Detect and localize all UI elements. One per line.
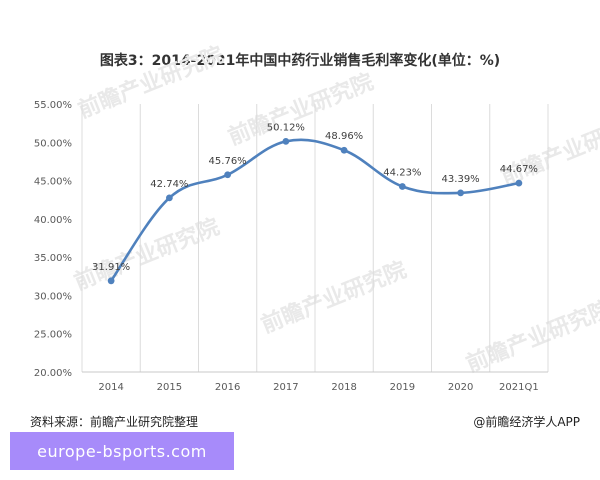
watermark-4: 前瞻产业研究院 — [258, 257, 411, 339]
y-axis: 20.00% 25.00% 30.00% 35.00% 40.00% 45.00% 50.0… — [34, 100, 72, 379]
x-tick-label: 2018 — [331, 382, 356, 393]
data-label: 50.12% — [267, 122, 305, 133]
y-tick-label: 55.00% — [34, 100, 72, 111]
data-point — [457, 189, 465, 197]
data-point — [398, 183, 406, 190]
data-label: 44.67% — [500, 164, 538, 175]
y-tick-label: 20.00% — [34, 368, 72, 379]
x-tick-label: 2014 — [98, 382, 123, 393]
x-tick-label: 2021Q1 — [499, 382, 539, 393]
data-label: 42.74% — [150, 179, 188, 190]
y-tick-label: 35.00% — [34, 253, 72, 264]
watermark-5: 前瞻产业研究院 — [463, 296, 600, 378]
data-point — [340, 146, 348, 154]
x-tick-label: 2020 — [448, 382, 473, 393]
data-point — [224, 171, 232, 179]
data-label: 31.91% — [92, 262, 130, 273]
source-note: 资料来源：前瞻产业研究院整理 — [30, 415, 199, 429]
banner-text: europe-bsports.com — [37, 441, 207, 461]
data-point — [107, 277, 115, 285]
watermark-2: 前瞻产业研究院 — [498, 109, 600, 191]
x-tick-label: 2019 — [390, 382, 415, 393]
data-label: 45.76% — [209, 156, 247, 167]
y-tick-label: 45.00% — [34, 177, 72, 188]
chart-grid — [81, 104, 549, 373]
x-tick-label: 2016 — [215, 382, 240, 393]
y-tick-label: 25.00% — [34, 330, 72, 341]
x-tick-label: 2015 — [157, 382, 182, 393]
y-tick-label: 50.00% — [34, 138, 72, 149]
y-tick-label: 40.00% — [34, 215, 72, 226]
data-point — [282, 137, 290, 145]
x-tick-label: 2017 — [273, 382, 298, 393]
y-tick-label: 30.00% — [34, 291, 72, 302]
data-label: 43.39% — [442, 174, 480, 185]
data-point — [165, 194, 173, 202]
data-label: 44.23% — [383, 167, 421, 178]
data-label: 48.96% — [325, 131, 363, 142]
x-axis: 2014 2015 2016 2017 2018 2019 2020 2021Q1 — [98, 382, 538, 393]
site-banner[interactable]: europe-bsports.com — [10, 432, 234, 470]
chart-series — [107, 137, 523, 285]
data-labels: 31.91% 42.74% 45.76% 50.12% 48.96% 44.23% 43.3… — [92, 122, 538, 272]
data-point — [515, 179, 523, 187]
chart-title: 图表3：2014-2021年中国中药行业销售毛利率变化(单位：%) — [99, 53, 501, 69]
watermark-0: 前瞻产业研究院 — [75, 42, 228, 124]
credit-note: @前瞻经济学人APP — [473, 415, 580, 429]
